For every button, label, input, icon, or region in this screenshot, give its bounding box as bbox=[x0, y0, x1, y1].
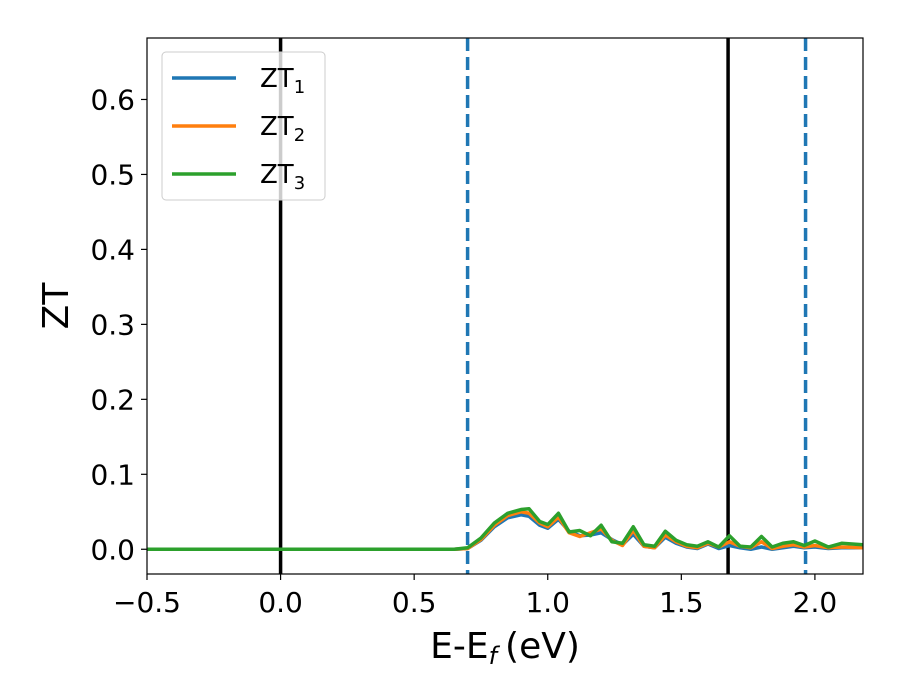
legend-label-zt3: ZT3 bbox=[260, 160, 305, 194]
x-tick-label-4: 1.5 bbox=[659, 586, 704, 619]
legend: ZT1 ZT2 ZT3 bbox=[161, 51, 326, 201]
y-tick-label-5: 0.5 bbox=[90, 158, 135, 191]
x-tick-label-5: 2.0 bbox=[793, 586, 838, 619]
y-axis-label: ZT bbox=[36, 282, 77, 330]
x-tick-label-0: −0.5 bbox=[113, 586, 181, 619]
x-tick-label-1: 0.0 bbox=[258, 586, 303, 619]
x-axis-label: E-Ef (eV) bbox=[430, 626, 580, 670]
y-tick-label-4: 0.4 bbox=[90, 233, 135, 266]
y-tick-label-1: 0.1 bbox=[90, 458, 135, 491]
y-axis-ticks: 0.0 0.1 0.2 0.3 0.4 0.5 0.6 bbox=[90, 83, 147, 566]
x-axis-ticks: −0.5 0.0 0.5 1.0 1.5 2.0 bbox=[113, 574, 837, 619]
legend-label-zt1: ZT1 bbox=[260, 64, 305, 98]
series-line-zt3 bbox=[147, 507, 863, 552]
x-tick-label-3: 1.0 bbox=[525, 586, 570, 619]
series-lines bbox=[147, 507, 863, 552]
y-tick-label-3: 0.3 bbox=[90, 308, 135, 341]
x-axis-label-unit: (eV) bbox=[505, 626, 580, 667]
y-tick-label-6: 0.6 bbox=[90, 83, 135, 116]
plot-frame bbox=[146, 37, 864, 575]
legend-label-zt2: ZT2 bbox=[260, 112, 305, 146]
y-tick-label-0: 0.0 bbox=[90, 533, 135, 566]
legend-box bbox=[161, 51, 326, 201]
y-tick-label-2: 0.2 bbox=[90, 383, 135, 416]
x-tick-label-2: 0.5 bbox=[392, 586, 437, 619]
